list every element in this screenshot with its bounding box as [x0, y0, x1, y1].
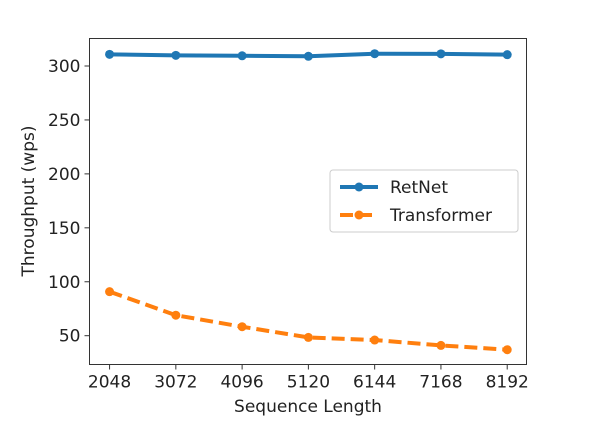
y-tick-label: 300: [48, 57, 80, 77]
x-tick-label: 7168: [419, 373, 462, 393]
legend-label-transformer: Transformer: [389, 206, 492, 226]
y-tick-label: 250: [48, 111, 80, 131]
x-axis-label: Sequence Length: [234, 397, 382, 417]
legend-label-retnet: RetNet: [390, 178, 448, 198]
x-tick-label: 6144: [353, 373, 396, 393]
data-point-retnet: [436, 49, 446, 59]
data-point-transformer: [237, 322, 247, 332]
x-tick-label: 5120: [287, 373, 330, 393]
data-point-retnet: [105, 49, 115, 59]
legend: RetNet Transformer: [329, 169, 519, 233]
x-tick-label: 4096: [220, 373, 263, 393]
data-point-retnet: [502, 50, 512, 60]
y-tick-label: 200: [48, 165, 80, 185]
data-point-transformer: [502, 345, 512, 355]
legend-marker-transformer: [354, 210, 364, 220]
legend-marker-retnet: [354, 182, 364, 192]
y-tick-label: 100: [48, 273, 80, 293]
data-point-transformer: [105, 287, 115, 297]
data-point-retnet: [370, 49, 380, 59]
y-axis-label: Throughput (wps): [19, 126, 39, 278]
x-tick-label: 8192: [486, 373, 529, 393]
data-point-retnet: [303, 51, 313, 61]
y-tick-label: 50: [59, 327, 81, 347]
data-point-transformer: [370, 335, 380, 345]
data-point-transformer: [303, 332, 313, 342]
x-tick-label: 2048: [88, 373, 131, 393]
y-tick-label: 150: [48, 219, 80, 239]
data-point-retnet: [171, 50, 181, 60]
data-point-retnet: [237, 51, 247, 61]
data-point-transformer: [436, 340, 446, 350]
data-point-transformer: [171, 310, 181, 320]
x-tick-label: 3072: [154, 373, 197, 393]
